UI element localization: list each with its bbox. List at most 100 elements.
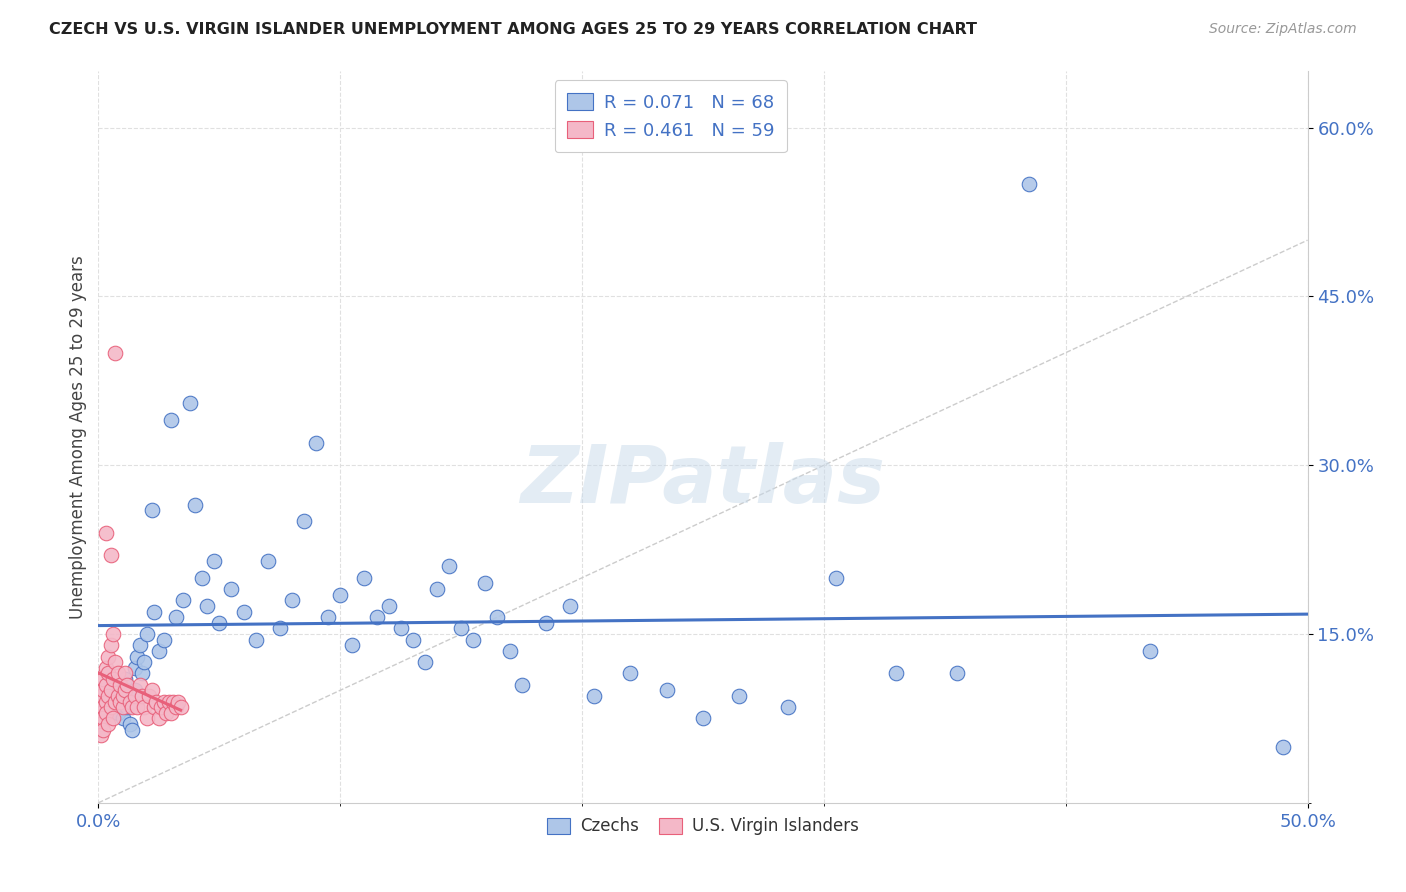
Point [90,717,112,731]
Point [121,700,143,714]
Point [114,666,136,681]
Point [486,610,509,624]
Point [208,615,231,630]
Point [329,588,352,602]
Point [245,632,267,647]
Point [1272,739,1295,754]
Point [107,666,129,681]
Point [104,655,127,669]
Point [152,694,174,708]
Point [366,610,388,624]
Point [108,694,131,708]
Point [91,723,114,737]
Point [118,717,141,731]
Point [157,694,180,708]
Point [108,689,131,703]
Point [886,666,908,681]
Point [141,683,163,698]
Point [111,700,134,714]
Point [97,666,120,681]
Point [108,678,131,692]
Point [169,700,191,714]
Point [165,610,187,624]
Point [692,711,714,725]
Point [94,678,117,692]
Point [118,694,141,708]
Point [728,689,751,703]
Point [165,700,187,714]
Point [413,655,436,669]
Point [101,711,124,725]
Point [148,711,170,725]
Point [143,605,166,619]
Point [100,678,122,692]
Point [90,728,112,742]
Point [128,678,150,692]
Point [134,655,156,669]
Point [155,706,177,720]
Point [619,666,641,681]
Point [221,582,243,596]
Point [91,683,114,698]
Point [91,672,114,686]
Point [342,638,364,652]
Point [104,694,127,708]
Point [450,621,472,635]
Point [90,689,112,703]
Point [316,610,339,624]
Point [498,644,520,658]
Point [124,689,146,703]
Point [128,638,150,652]
Point [111,689,134,703]
Point [127,700,149,714]
Point [160,413,183,427]
Point [281,593,304,607]
Point [143,700,166,714]
Point [353,571,375,585]
Point [124,661,146,675]
Point [150,700,173,714]
Point [141,503,163,517]
Point [534,615,557,630]
Point [191,571,214,585]
Point [148,644,170,658]
Point [426,582,449,596]
Point [292,515,315,529]
Point [131,689,153,703]
Point [94,706,117,720]
Point [91,711,114,725]
Point [162,694,184,708]
Y-axis label: Unemployment Among Ages 25 to 29 years: Unemployment Among Ages 25 to 29 years [69,255,87,619]
Point [117,700,139,714]
Point [124,683,146,698]
Point [389,621,412,635]
Point [145,694,167,708]
Point [100,548,122,562]
Point [111,711,134,725]
Point [655,683,678,698]
Point [135,711,157,725]
Point [135,627,157,641]
Point [825,571,848,585]
Point [776,700,799,714]
Point [583,689,606,703]
Point [127,649,149,664]
Point [195,599,218,613]
Point [946,666,969,681]
Point [94,694,117,708]
Point [172,593,194,607]
Point [510,678,533,692]
Point [114,672,136,686]
Point [232,605,254,619]
Point [437,559,460,574]
Legend: Czechs, U.S. Virgin Islanders: Czechs, U.S. Virgin Islanders [540,811,866,842]
Point [184,498,207,512]
Point [104,345,127,359]
Point [305,435,328,450]
Point [104,694,127,708]
Point [160,706,183,720]
Point [463,632,485,647]
Point [101,627,124,641]
Point [121,723,143,737]
Point [100,700,122,714]
